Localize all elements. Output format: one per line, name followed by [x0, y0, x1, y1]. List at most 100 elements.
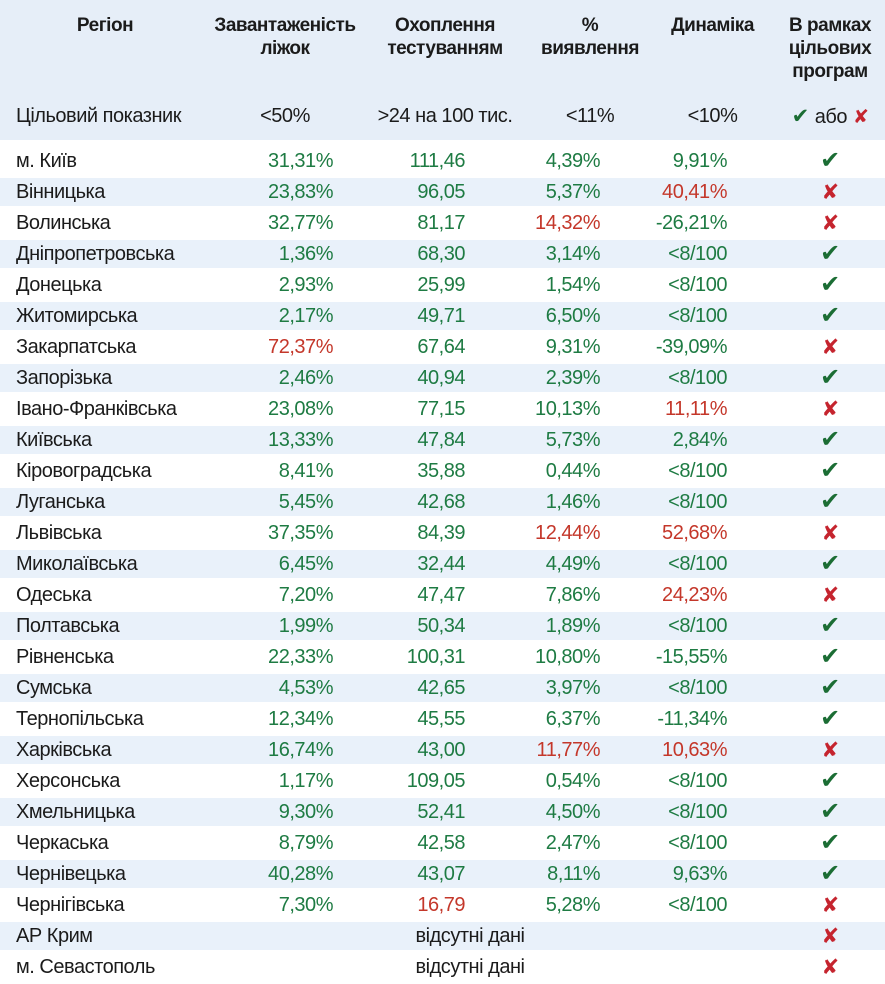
table-row: Полтавська 1,99% 50,34 1,89% <8/100 ✔	[0, 612, 885, 643]
detection-value: 0,44%	[530, 457, 650, 488]
testing-value: 100,31	[360, 643, 530, 674]
testing-value: 32,44	[360, 550, 530, 581]
table-body: м. Київ 31,31% 111,46 4,39% 9,91% ✔ Вінницька 2…	[0, 147, 885, 984]
table-row: м. Київ 31,31% 111,46 4,39% 9,91% ✔	[0, 147, 885, 178]
beds-value: 72,37%	[210, 333, 360, 364]
status-cross-icon: ✘	[775, 519, 885, 550]
table-row: Львівська 37,35% 84,39 12,44% 52,68% ✘	[0, 519, 885, 550]
testing-value: 81,17	[360, 209, 530, 240]
dynamics-value: <8/100	[650, 798, 775, 829]
col-header-line: програм	[792, 61, 868, 82]
region-name: Полтавська	[0, 612, 210, 643]
target-or-label: або	[814, 106, 848, 128]
col-header-line: Завантаженість	[214, 15, 356, 36]
region-name: Одеська	[0, 581, 210, 612]
detection-value: 14,32%	[530, 209, 650, 240]
testing-value: 84,39	[360, 519, 530, 550]
table-row: м. Севастополь відсутні дані ✘	[0, 953, 885, 984]
region-name: Чернівецька	[0, 860, 210, 891]
table-row: Харківська 16,74% 43,00 11,77% 10,63% ✘	[0, 736, 885, 767]
col-header-programs: В рамках цільових програм	[775, 0, 885, 93]
status-check-icon: ✔	[775, 426, 885, 457]
col-header-line: тестуванням	[387, 38, 503, 59]
table-row: Чернігівська 7,30% 16,79 5,28% <8/100 ✘	[0, 891, 885, 922]
detection-value: 5,28%	[530, 891, 650, 922]
target-testing-value: >24 на 100 тис.	[360, 93, 530, 147]
dynamics-value: 24,23%	[650, 581, 775, 612]
detection-value: 10,80%	[530, 643, 650, 674]
col-header-region: Регіон	[0, 0, 210, 93]
testing-value: 43,07	[360, 860, 530, 891]
dynamics-value: <8/100	[650, 302, 775, 333]
col-header-line: цільових	[788, 38, 872, 59]
testing-value: 67,64	[360, 333, 530, 364]
region-name: Тернопільська	[0, 705, 210, 736]
testing-value: 42,68	[360, 488, 530, 519]
detection-value: 11,77%	[530, 736, 650, 767]
region-name: м. Севастополь	[0, 953, 210, 984]
testing-value: 25,99	[360, 271, 530, 302]
col-header-line: Динаміка	[671, 15, 754, 36]
col-header-line: Регіон	[76, 15, 134, 36]
table-row: Донецька 2,93% 25,99 1,54% <8/100 ✔	[0, 271, 885, 302]
testing-value: 111,46	[360, 147, 530, 178]
testing-value: 52,41	[360, 798, 530, 829]
table-row: Кіровоградська 8,41% 35,88 0,44% <8/100 ✔	[0, 457, 885, 488]
table-row: Луганська 5,45% 42,68 1,46% <8/100 ✔	[0, 488, 885, 519]
beds-value: 7,30%	[210, 891, 360, 922]
col-header-testing: Охоплення тестуванням	[360, 0, 530, 93]
detection-value: 8,11%	[530, 860, 650, 891]
beds-value: 22,33%	[210, 643, 360, 674]
detection-value: 3,14%	[530, 240, 650, 271]
region-name: Черкаська	[0, 829, 210, 860]
status-check-icon: ✔	[775, 457, 885, 488]
dynamics-value: <8/100	[650, 891, 775, 922]
dynamics-value: <8/100	[650, 550, 775, 581]
beds-value: 1,99%	[210, 612, 360, 643]
region-name: Дніпропетровська	[0, 240, 210, 271]
status-check-icon: ✔	[775, 767, 885, 798]
region-name: Івано-Франківська	[0, 395, 210, 426]
table-row: Миколаївська 6,45% 32,44 4,49% <8/100 ✔	[0, 550, 885, 581]
table-row: Рівненська 22,33% 100,31 10,80% -15,55% ✔	[0, 643, 885, 674]
region-name: Запорізька	[0, 364, 210, 395]
table-row: Київська 13,33% 47,84 5,73% 2,84% ✔	[0, 426, 885, 457]
testing-value: 77,15	[360, 395, 530, 426]
region-name: Миколаївська	[0, 550, 210, 581]
status-check-icon: ✔	[775, 147, 885, 178]
detection-value: 3,97%	[530, 674, 650, 705]
col-header-line: Охоплення	[394, 15, 496, 36]
status-check-icon: ✔	[775, 550, 885, 581]
dynamics-value: <8/100	[650, 829, 775, 860]
table-row: Дніпропетровська 1,36% 68,30 3,14% <8/100 ✔	[0, 240, 885, 271]
status-cross-icon: ✘	[775, 581, 885, 612]
region-name: Херсонська	[0, 767, 210, 798]
beds-value: 2,93%	[210, 271, 360, 302]
beds-value: 12,34%	[210, 705, 360, 736]
status-check-icon: ✔	[775, 798, 885, 829]
table-row: Хмельницька 9,30% 52,41 4,50% <8/100 ✔	[0, 798, 885, 829]
no-data-label: відсутні дані	[210, 953, 775, 984]
status-cross-icon: ✘	[775, 178, 885, 209]
dynamics-value: <8/100	[650, 457, 775, 488]
beds-value: 37,35%	[210, 519, 360, 550]
testing-value: 96,05	[360, 178, 530, 209]
dynamics-value: -26,21%	[650, 209, 775, 240]
beds-value: 7,20%	[210, 581, 360, 612]
testing-value: 42,65	[360, 674, 530, 705]
region-name: Донецька	[0, 271, 210, 302]
dynamics-value: <8/100	[650, 767, 775, 798]
region-name: Луганська	[0, 488, 210, 519]
dynamics-value: <8/100	[650, 612, 775, 643]
table-row: Вінницька 23,83% 96,05 5,37% 40,41% ✘	[0, 178, 885, 209]
testing-value: 42,58	[360, 829, 530, 860]
table-row: Івано-Франківська 23,08% 77,15 10,13% 11,11%…	[0, 395, 885, 426]
status-check-icon: ✔	[775, 860, 885, 891]
status-cross-icon: ✘	[775, 891, 885, 922]
beds-value: 32,77%	[210, 209, 360, 240]
testing-value: 47,47	[360, 581, 530, 612]
region-name: Рівненська	[0, 643, 210, 674]
region-name: Чернігівська	[0, 891, 210, 922]
target-beds-value: <50%	[210, 93, 360, 147]
